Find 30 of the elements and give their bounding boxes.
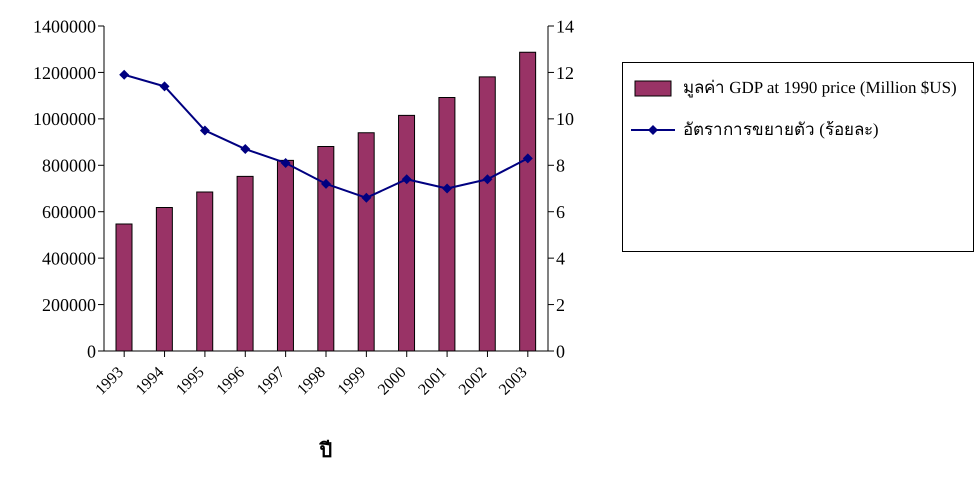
point	[522, 153, 533, 164]
y-tick-label: 1400000	[33, 16, 96, 36]
y2-tick-label: 14	[556, 16, 574, 36]
legend-label: อัตราการขยายตัว (ร้อยละ)	[683, 119, 879, 141]
y2-tick-label: 6	[556, 202, 565, 222]
point	[119, 70, 130, 80]
legend-label: มูลค่า GDP at 1990 price (Million $US)	[683, 77, 957, 100]
y2-tick-label: 10	[556, 109, 574, 130]
y2-tick-label: 0	[556, 341, 565, 362]
y-tick-label: 1000000	[33, 109, 96, 130]
x-axis-title: ปี	[318, 439, 332, 462]
y2-tick-label: 4	[556, 248, 565, 269]
point	[482, 174, 492, 184]
point	[402, 174, 412, 184]
y-tick-label: 1200000	[33, 62, 96, 83]
point	[160, 81, 170, 92]
y-tick-label: 600000	[42, 202, 96, 222]
y-tick-label: 0	[87, 341, 96, 362]
y2-tick-label: 2	[556, 294, 565, 315]
point	[200, 125, 210, 136]
point	[321, 178, 331, 189]
point	[240, 144, 250, 154]
y-tick-label: 400000	[42, 248, 96, 269]
y2-tick-label: 8	[556, 156, 565, 176]
y-tick-label: 800000	[42, 156, 96, 176]
y2-tick-label: 12	[556, 62, 574, 83]
point	[361, 192, 372, 203]
point	[442, 184, 452, 194]
y-tick-label: 200000	[42, 294, 96, 315]
point	[280, 158, 291, 168]
